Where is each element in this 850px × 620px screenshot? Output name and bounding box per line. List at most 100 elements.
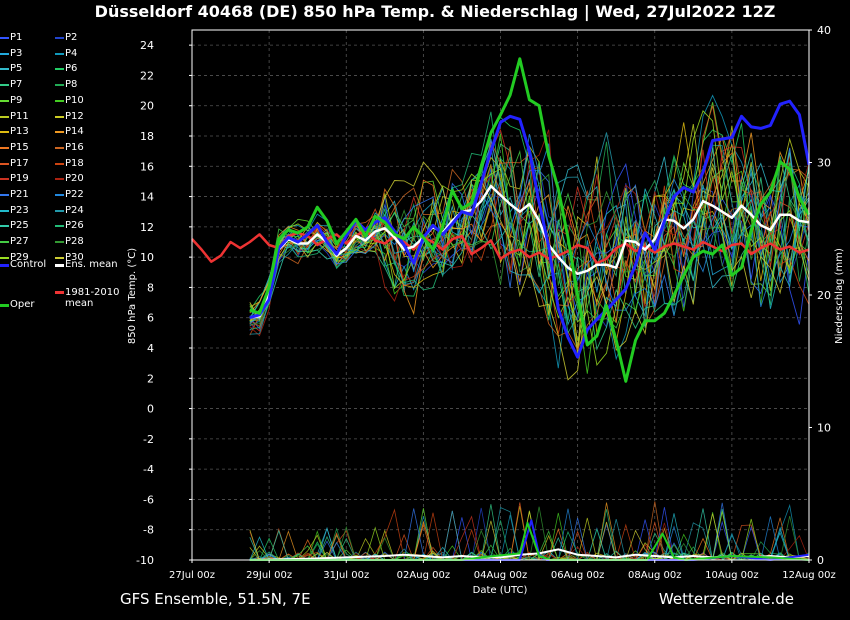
legend-item-p7: P7 xyxy=(0,79,22,91)
y-tick-label: 20 xyxy=(140,100,154,113)
legend-swatch xyxy=(0,68,9,71)
y-tick-label: 8 xyxy=(147,281,154,294)
legend-swatch xyxy=(0,241,9,244)
legend-item-p1: P1 xyxy=(0,32,22,44)
legend-item-p11: P11 xyxy=(0,111,29,123)
legend-item-p23: P23 xyxy=(0,205,29,217)
legend-swatch xyxy=(0,37,9,39)
member-line-p10 xyxy=(249,133,810,374)
legend-label: 1981-2010 xyxy=(65,287,120,298)
y-tick-label-right: 0 xyxy=(817,554,824,567)
legend-swatch xyxy=(0,225,9,228)
legend-item-p20: P20 xyxy=(55,173,84,185)
y-tick-label: 0 xyxy=(147,403,154,416)
legend-label: P9 xyxy=(10,94,23,106)
legend-item-p13: P13 xyxy=(0,126,29,138)
member-line-p19 xyxy=(249,128,810,332)
legend-swatch xyxy=(0,178,9,181)
legend-item-p4: P4 xyxy=(55,48,77,60)
legend-item-p27: P27 xyxy=(0,236,29,248)
legend-swatch xyxy=(0,131,9,134)
legend-label: P15 xyxy=(10,141,29,153)
series-ens-mean xyxy=(249,184,810,319)
y-tick-label: 6 xyxy=(147,312,154,325)
legend-swatch xyxy=(55,162,64,165)
legend-item-p15: P15 xyxy=(0,142,29,154)
legend-swatch xyxy=(0,194,9,196)
legend-item-climatology: 1981-2010 mean xyxy=(55,287,120,311)
member-line-p7 xyxy=(249,143,810,351)
legend-label: Ens. mean xyxy=(65,259,118,270)
y-tick-label: 22 xyxy=(140,69,154,82)
legend-label: P28 xyxy=(65,236,84,248)
legend-label: P25 xyxy=(10,220,29,232)
legend-label: P26 xyxy=(65,220,84,232)
legend-item-ens-mean: Ens. mean xyxy=(55,259,118,271)
legend-label: P5 xyxy=(10,63,23,75)
legend-swatch xyxy=(0,256,9,259)
legend-swatch xyxy=(55,84,64,87)
legend-item-p30: P30 xyxy=(55,252,84,264)
y-tick-label: 2 xyxy=(147,372,154,385)
legend-item-p19: P19 xyxy=(0,173,29,185)
x-tick-label: 10Aug 00z xyxy=(705,570,758,581)
legend-item-p5: P5 xyxy=(0,63,22,75)
legend-item-p28: P28 xyxy=(55,236,84,248)
x-tick-label: 29Jul 00z xyxy=(246,570,292,581)
legend-swatch xyxy=(55,225,64,228)
x-tick-label: 12Aug 00z xyxy=(782,570,835,581)
legend-label: P7 xyxy=(10,79,23,91)
y-tick-label: -8 xyxy=(143,524,154,537)
x-tick-label: 02Aug 00z xyxy=(397,570,450,581)
legend-label: P21 xyxy=(10,189,29,200)
legend-item-p18: P18 xyxy=(55,158,84,170)
legend-item-p14: P14 xyxy=(55,126,84,138)
footer-site: Wetterzentrale.de xyxy=(658,590,794,608)
y-tick-label-right: 30 xyxy=(817,157,831,170)
y-tick-label-right: 10 xyxy=(817,422,831,435)
legend-label: P23 xyxy=(10,204,29,216)
legend-swatch xyxy=(0,99,9,102)
legend-label: P4 xyxy=(65,47,78,59)
member-line-p15 xyxy=(249,152,810,323)
x-tick-label: 06Aug 00z xyxy=(551,570,604,581)
legend-label: P8 xyxy=(65,79,78,91)
y-tick-label: 14 xyxy=(140,191,154,204)
legend-swatch xyxy=(55,256,64,259)
legend-label: P14 xyxy=(65,126,84,138)
x-tick-label: 27Jul 00z xyxy=(169,570,215,581)
legend-label: P27 xyxy=(10,236,29,248)
legend-swatch xyxy=(55,209,64,212)
y-axis-label-right: Niederschlag (mm) xyxy=(834,248,845,344)
legend-swatch xyxy=(0,115,9,118)
legend-item-p24: P24 xyxy=(55,205,84,217)
series-oper xyxy=(249,57,811,383)
legend-label: P29 xyxy=(10,251,29,263)
legend-item-p22: P22 xyxy=(55,189,84,201)
legend-item-p26: P26 xyxy=(55,220,84,232)
legend-swatch xyxy=(55,241,64,244)
legend-swatch xyxy=(0,162,9,165)
legend-item-oper: Oper xyxy=(0,299,34,311)
legend-swatch xyxy=(55,194,64,196)
y-tick-label: 24 xyxy=(140,39,154,52)
legend-item-p12: P12 xyxy=(55,111,84,123)
y-axis-label-left: 850 hPa Temp. (°C) xyxy=(127,248,138,344)
y-tick-label: 10 xyxy=(140,251,154,264)
legend-item-p16: P16 xyxy=(55,142,84,154)
legend-item-p10: P10 xyxy=(55,95,84,107)
legend-swatch xyxy=(55,290,64,294)
grid-lines xyxy=(191,30,810,561)
legend-item-p21: P21 xyxy=(0,189,29,201)
legend-label: P11 xyxy=(10,110,29,122)
legend-swatch xyxy=(55,263,64,267)
x-axis: 27Jul 00z 29Jul 00z 31Jul 00z 02Aug 00z 04Au… xyxy=(169,560,836,581)
legend-item-p3: P3 xyxy=(0,48,22,60)
member-line-p21 xyxy=(249,147,810,325)
legend-label: Oper xyxy=(10,299,35,310)
legend-label: P13 xyxy=(10,126,29,138)
series-1981-2010-mean xyxy=(191,228,810,265)
x-axis-label: Date (UTC) xyxy=(473,585,528,596)
legend-label: P12 xyxy=(65,110,84,122)
